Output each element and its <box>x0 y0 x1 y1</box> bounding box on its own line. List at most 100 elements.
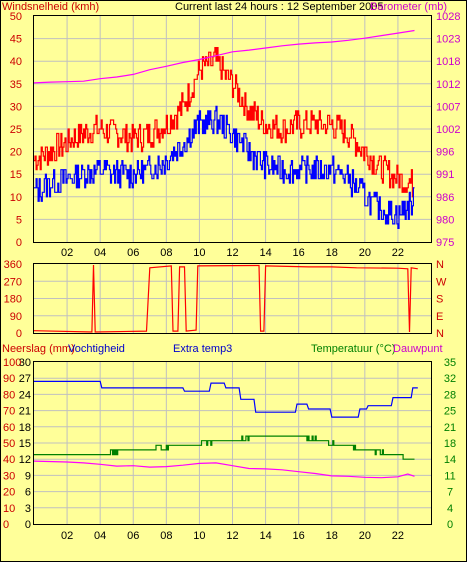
barometer-tick-label: 996 <box>436 147 454 159</box>
extra-temp-tick-label: 18 <box>19 422 31 434</box>
wind-tick-label: 10 <box>193 247 205 259</box>
dewpoint-axis-title: Dauwpunt <box>393 343 443 355</box>
extra-temp-tick-label: 24 <box>19 389 31 401</box>
humidity-axis-title: Vochtigheid <box>68 343 125 355</box>
barometer-line <box>33 29 415 84</box>
wind-tick-label: 0 <box>16 237 22 249</box>
barometer-tick-label: 980 <box>436 214 454 226</box>
barometer-axis-title: Barometer (mb) <box>370 1 447 13</box>
climate-tick-label: 18 <box>326 530 338 542</box>
neerslag-axis-title: Neerslag (mm) <box>2 343 75 355</box>
barometer-tick-label: 1012 <box>436 79 460 91</box>
extra-temp-tick-label: 15 <box>19 438 31 450</box>
wind-tick-label: 18 <box>326 247 338 259</box>
temperature-tick-label: 35 <box>444 357 456 369</box>
wind-tick-label: 04 <box>94 247 106 259</box>
direction-tick-label: 180 <box>4 294 22 306</box>
temperature-tick-label: 25 <box>444 406 456 418</box>
wind-tick-label: 12 <box>226 247 238 259</box>
wind-tick-label: 06 <box>127 247 139 259</box>
wind-plot-frame <box>33 15 432 243</box>
climate-plot <box>33 380 418 479</box>
wind-tick-label: 20 <box>359 247 371 259</box>
climate-tick-label: 20 <box>359 530 371 542</box>
direction-plot-frame <box>33 263 432 334</box>
direction-tick-label: 0 <box>16 328 22 340</box>
direction-tick-label: 360 <box>4 259 22 271</box>
wind-tick-label: 5 <box>16 214 22 226</box>
extra-temp-tick-label: 27 <box>19 373 31 385</box>
neerslag-tick-label: 50 <box>3 438 15 450</box>
climate-tick-label: 10 <box>193 530 205 542</box>
extra-temp-tick-label: 21 <box>19 406 31 418</box>
extra-temp-tick-label: 9 <box>25 470 31 482</box>
neerslag-tick-label: 40 <box>3 454 15 466</box>
wind-tick-label: 20 <box>10 147 22 159</box>
climate-tick-label: 04 <box>94 530 106 542</box>
compass-tick-label: E <box>436 311 443 323</box>
temperature-tick-label: 4 <box>447 503 453 515</box>
wind-tick-label: 02 <box>61 247 73 259</box>
wind-tick-label: 30 <box>10 101 22 113</box>
wind-tick-label: 10 <box>10 192 22 204</box>
climate-tick-label: 12 <box>226 530 238 542</box>
direction-y-axis: 0 90 180 270 360 <box>4 259 22 340</box>
barometer-tick-label: 1002 <box>436 124 460 136</box>
wind-tick-label: 08 <box>160 247 172 259</box>
wind-speed-line <box>34 105 415 229</box>
wind-tick-label: 25 <box>10 124 22 136</box>
climate-x-axis: 02 04 06 08 10 12 14 16 18 20 22 <box>61 530 404 542</box>
neerslag-tick-label: 60 <box>3 422 15 434</box>
temperature-tick-label: 18 <box>444 438 456 450</box>
compass-tick-label: W <box>436 276 447 288</box>
wind-y-axis: 0 5 10 15 20 25 30 35 40 45 50 <box>10 11 22 249</box>
temperature-tick-label: 21 <box>444 422 456 434</box>
barometer-tick-label: 1023 <box>436 34 460 46</box>
extra-temp-axis-title: Extra temp3 <box>173 343 232 355</box>
temperature-tick-label: 28 <box>444 389 456 401</box>
barometer-tick-label: 1018 <box>436 56 460 68</box>
compass-tick-label: N <box>436 259 444 271</box>
neerslag-tick-label: 10 <box>3 503 15 515</box>
extra-temp-tick-label: 6 <box>25 487 31 499</box>
temperature-line <box>34 435 415 460</box>
climate-plot-frame <box>33 361 432 525</box>
extra-temp-tick-label: 0 <box>25 519 31 531</box>
extra-temp-tick-label: 30 <box>19 357 31 369</box>
temperature-tick-label: 32 <box>444 373 456 385</box>
wind-tick-label: 50 <box>10 11 22 23</box>
climate-tick-label: 14 <box>259 530 271 542</box>
wind-tick-label: 40 <box>10 56 22 68</box>
neerslag-y-axis: 0 10 20 30 40 50 60 70 80 90 100 <box>3 357 21 531</box>
direction-plot <box>33 264 418 333</box>
climate-grid <box>34 362 431 524</box>
wind-tick-label: 45 <box>10 34 22 46</box>
temperature-tick-label: 11 <box>444 470 455 482</box>
wind-x-axis: 02 04 06 08 10 12 14 16 18 20 22 <box>61 247 404 259</box>
climate-tick-label: 02 <box>61 530 73 542</box>
climate-tick-label: 08 <box>160 530 172 542</box>
extra-temp-tick-label: 12 <box>19 454 31 466</box>
neerslag-tick-label: 70 <box>3 406 15 418</box>
humidity-line <box>34 380 418 418</box>
climate-tick-label: 06 <box>127 530 139 542</box>
temperature-tick-label: 0 <box>447 519 453 531</box>
barometer-tick-label: 991 <box>436 169 454 181</box>
neerslag-tick-label: 90 <box>3 373 15 385</box>
direction-grid <box>34 264 431 333</box>
neerslag-tick-label: 30 <box>3 470 15 482</box>
direction-line <box>33 264 418 333</box>
wind-plot <box>33 29 415 229</box>
extra-temp-y-axis: 0 3 6 9 12 15 18 21 24 27 30 <box>19 357 31 531</box>
direction-tick-label: 270 <box>4 276 22 288</box>
barometer-tick-label: 975 <box>436 237 454 249</box>
climate-tick-label: 22 <box>392 530 404 542</box>
barometer-tick-label: 986 <box>436 192 454 204</box>
wind-tick-label: 35 <box>10 79 22 91</box>
chart-title: Current last 24 hours : 12 September 200… <box>175 1 384 13</box>
